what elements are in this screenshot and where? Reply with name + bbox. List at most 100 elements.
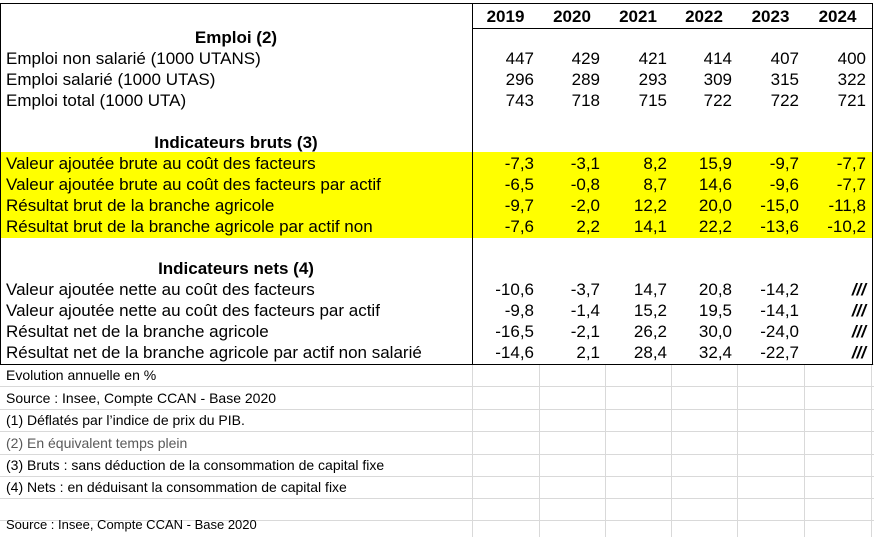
- row-value: 15,2: [633, 301, 667, 320]
- row-value: 14,6: [698, 175, 732, 194]
- row-value: 8,7: [643, 175, 667, 194]
- gridline-vertical: [737, 364, 738, 537]
- gridline-vertical: [671, 364, 672, 537]
- footnote: Evolution annuelle en %: [6, 367, 157, 383]
- row-value: -3,1: [570, 154, 600, 173]
- row-value: 12,2: [633, 196, 667, 215]
- section-title: Indicateurs bruts (3): [154, 133, 318, 152]
- row-value: ///: [851, 280, 866, 299]
- row-value: 400: [837, 49, 866, 68]
- row-label: Valeur ajoutée brute au coût des facteur…: [6, 175, 381, 194]
- year-header: 2021: [619, 7, 657, 26]
- row-value: -9,8: [504, 301, 534, 320]
- row-value: 293: [638, 70, 667, 89]
- year-header: 2020: [553, 7, 591, 26]
- row-value: -0,8: [570, 175, 600, 194]
- row-value: 421: [638, 49, 667, 68]
- footnote: (2) En équivalent temps plein: [6, 435, 188, 451]
- table-right-border: [872, 3, 873, 364]
- year-header: 2019: [486, 7, 525, 26]
- gridline-vertical: [472, 364, 473, 537]
- gridline-horizontal: [0, 520, 874, 521]
- footnote: Source : Insee, Compte CCAN - Base 2020: [6, 390, 277, 406]
- row-value: -10,2: [827, 217, 866, 236]
- year-header: 2024: [818, 7, 857, 26]
- row-value: 32,4: [698, 343, 732, 362]
- row-value: 289: [571, 70, 600, 89]
- table-bottom-border: [0, 364, 873, 365]
- row-value: 2,2: [576, 217, 600, 236]
- row-value: -7,7: [836, 175, 866, 194]
- row-value: -22,7: [760, 343, 799, 362]
- row-value: -2,1: [570, 322, 600, 341]
- row-label: Valeur ajoutée nette au coût des facteur…: [6, 280, 315, 299]
- row-value: -11,8: [828, 196, 867, 215]
- row-value: 8,2: [643, 154, 667, 173]
- row-value: 315: [770, 70, 799, 89]
- row-value: 715: [638, 91, 667, 110]
- row-value: 718: [571, 91, 600, 110]
- row-label: Emploi non salarié (1000 UTANS): [6, 49, 261, 68]
- row-value: -15,0: [760, 196, 799, 215]
- row-value: -13,6: [760, 217, 799, 236]
- row-value: -9,7: [504, 196, 534, 215]
- row-value: -14,2: [760, 280, 799, 299]
- gridline-horizontal: [0, 498, 874, 499]
- footnote: (1) Déflatés par l’indice de prix du PIB…: [6, 412, 245, 428]
- footnote: (4) Nets : en déduisant la consommation …: [6, 479, 347, 495]
- gridline-horizontal: [0, 454, 874, 455]
- row-value: 722: [703, 91, 732, 110]
- table-left-border: [0, 3, 1, 364]
- row-value: 414: [703, 49, 732, 68]
- row-value: -7,3: [504, 154, 534, 173]
- footer-source: Source : Insee, Compte CCAN - Base 2020: [6, 517, 257, 532]
- row-value: 407: [770, 49, 799, 68]
- row-value: 296: [505, 70, 534, 89]
- row-value: 26,2: [633, 322, 667, 341]
- gridline-vertical: [605, 364, 606, 537]
- section-title: Indicateurs nets (4): [158, 259, 314, 278]
- row-label: Valeur ajoutée nette au coût des facteur…: [6, 301, 380, 320]
- row-value: 722: [770, 91, 799, 110]
- row-label: Résultat net de la branche agricole: [6, 322, 269, 341]
- row-label: Résultat net de la branche agricole par …: [6, 343, 422, 362]
- row-label: Valeur ajoutée brute au coût des facteur…: [6, 154, 316, 173]
- row-value: -6,5: [504, 175, 534, 194]
- footnote: (3) Bruts : sans déduction de la consomm…: [6, 457, 385, 473]
- row-value: 743: [505, 91, 534, 110]
- row-value: -3,7: [570, 280, 600, 299]
- row-value: 30,0: [698, 322, 732, 341]
- row-value: 429: [571, 49, 600, 68]
- row-value: 20,8: [698, 280, 732, 299]
- row-label: Emploi salarié (1000 UTAS): [6, 70, 216, 89]
- year-header: 2023: [751, 7, 790, 26]
- row-value: -9,6: [769, 175, 799, 194]
- gridline-horizontal: [0, 409, 874, 410]
- row-value: -2,0: [570, 196, 600, 215]
- row-label: Résultat brut de la branche agricole: [6, 196, 275, 215]
- gridline-vertical: [539, 364, 540, 537]
- row-label: Résultat brut de la branche agricole par…: [6, 217, 373, 236]
- row-value: 2,1: [576, 343, 600, 362]
- row-value: 14,1: [633, 217, 667, 236]
- row-value: -24,0: [760, 322, 799, 341]
- row-label: Emploi total (1000 UTA): [6, 91, 187, 110]
- row-value: -14,6: [495, 343, 534, 362]
- section-title: Emploi (2): [194, 28, 278, 47]
- highlight-band: [0, 152, 872, 238]
- row-value: ///: [851, 322, 866, 341]
- row-value: 22,2: [698, 217, 732, 236]
- row-value: ///: [851, 301, 866, 320]
- row-value: 19,5: [698, 301, 732, 320]
- row-value: 15,9: [698, 154, 732, 173]
- year-header: 2022: [685, 7, 723, 26]
- row-value: 322: [837, 70, 866, 89]
- label-column-divider: [472, 3, 473, 364]
- gridline-horizontal: [0, 386, 874, 387]
- row-value: 721: [837, 91, 866, 110]
- row-value: 309: [703, 70, 732, 89]
- row-value: -7,6: [504, 217, 534, 236]
- row-value: -16,5: [495, 322, 534, 341]
- row-value: -10,6: [495, 280, 534, 299]
